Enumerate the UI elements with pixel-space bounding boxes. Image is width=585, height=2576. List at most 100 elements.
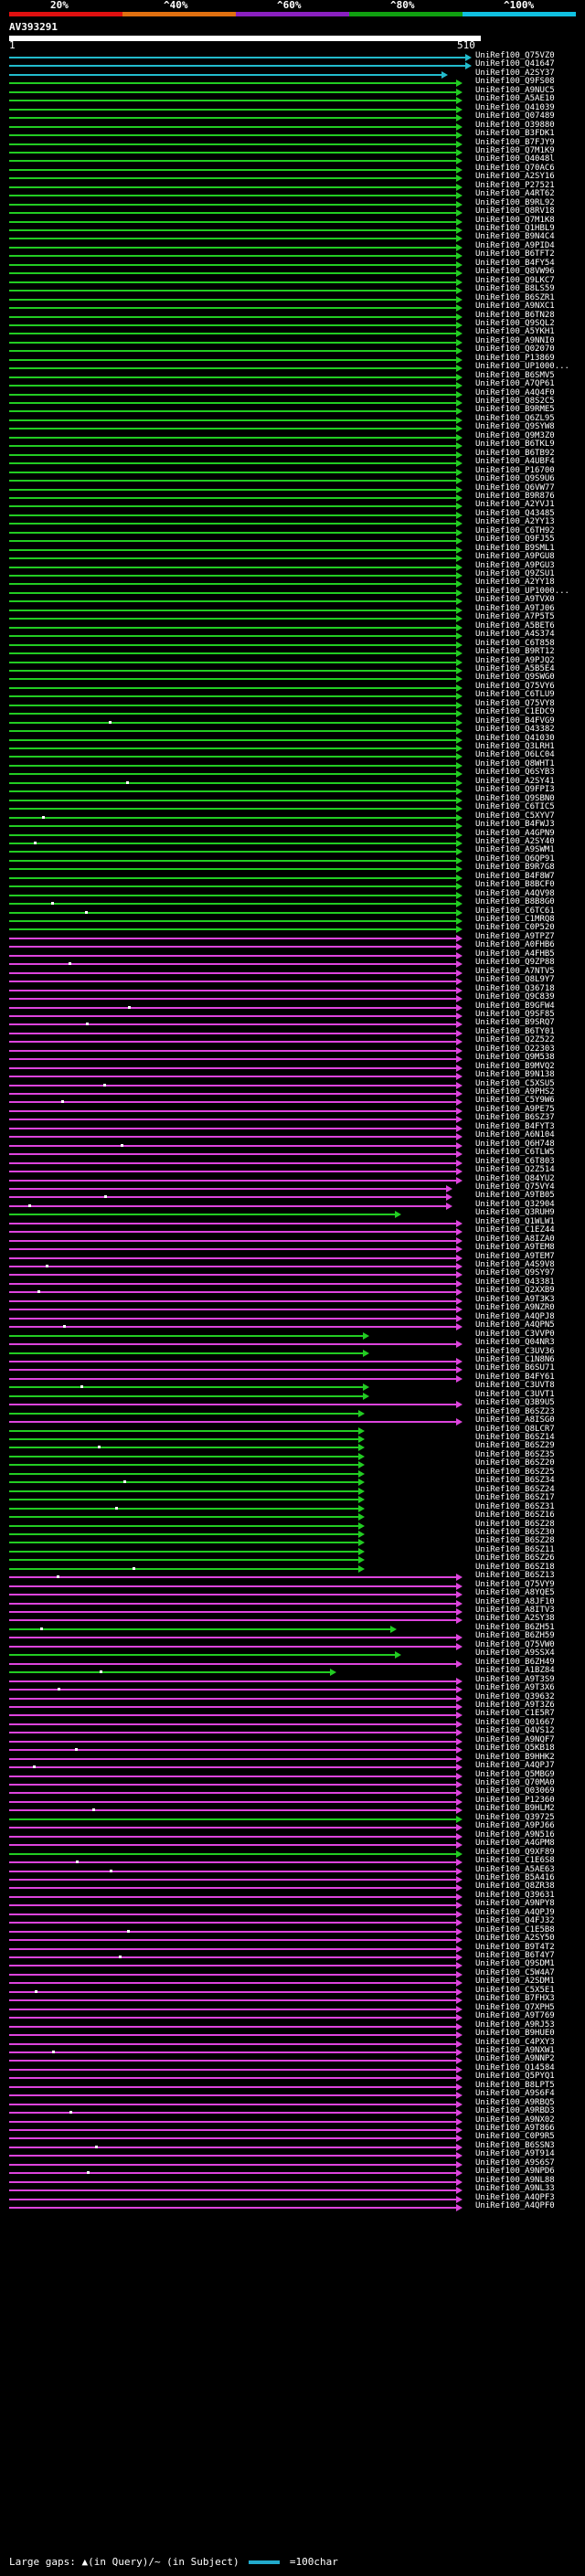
hit-alignment-bar[interactable]: [9, 808, 457, 811]
hit-alignment-bar[interactable]: [9, 1360, 457, 1362]
hit-alignment-bar[interactable]: [9, 1438, 359, 1440]
hit-alignment-bar[interactable]: [9, 618, 457, 620]
hit-alignment-bar[interactable]: [9, 540, 457, 543]
hit-name-link[interactable]: UniRef100_A4QPN5: [475, 1320, 555, 1330]
hit-alignment-bar[interactable]: [9, 358, 457, 361]
hit-alignment-bar[interactable]: [9, 1153, 457, 1156]
hit-alignment-bar[interactable]: [9, 1585, 457, 1587]
hit-name-link[interactable]: UniRef100_A9TEM7: [475, 1251, 555, 1261]
hit-name-link[interactable]: UniRef100_Q03069: [475, 1786, 555, 1797]
hit-name-link[interactable]: UniRef100_A9NL33: [475, 2184, 555, 2194]
hit-name-link[interactable]: UniRef100_A9NX02: [475, 2115, 555, 2125]
hit-alignment-bar[interactable]: [9, 1861, 457, 1864]
hit-alignment-bar[interactable]: [9, 1939, 457, 1942]
hit-name-link[interactable]: UniRef100_B8B8G0: [475, 897, 555, 907]
hit-name-link[interactable]: UniRef100_A2SY16: [475, 172, 555, 182]
hit-name-link[interactable]: UniRef100_Q04NR3: [475, 1338, 555, 1348]
hit-alignment-bar[interactable]: [9, 1499, 359, 1501]
hit-alignment-bar[interactable]: [9, 1334, 364, 1337]
hit-alignment-bar[interactable]: [9, 2112, 457, 2115]
hit-name-link[interactable]: UniRef100_A5AE10: [475, 94, 555, 104]
hit-alignment-bar[interactable]: [9, 1507, 359, 1510]
hit-alignment-bar[interactable]: [9, 73, 442, 76]
hit-name-link[interactable]: UniRef100_B7FJY9: [475, 137, 555, 147]
hit-alignment-bar[interactable]: [9, 436, 457, 439]
hit-name-link[interactable]: UniRef100_Q6H748: [475, 1139, 555, 1149]
hit-alignment-bar[interactable]: [9, 57, 466, 58]
hit-alignment-bar[interactable]: [9, 1870, 457, 1872]
hit-alignment-bar[interactable]: [9, 2034, 457, 2037]
hit-alignment-bar[interactable]: [9, 1714, 457, 1717]
hit-alignment-bar[interactable]: [9, 1282, 457, 1285]
hit-alignment-bar[interactable]: [9, 1464, 359, 1467]
hit-alignment-bar[interactable]: [9, 695, 457, 698]
hit-name-link[interactable]: UniRef100_Q75VY4: [475, 1182, 555, 1192]
hit-name-link[interactable]: UniRef100_B6SZ34: [475, 1476, 555, 1486]
hit-alignment-bar[interactable]: [9, 108, 457, 111]
hit-alignment-bar[interactable]: [9, 1887, 457, 1890]
hit-name-link[interactable]: UniRef100_A4FHB5: [475, 949, 555, 959]
hit-name-link[interactable]: UniRef100_A4Q4F0: [475, 387, 555, 398]
hit-name-link[interactable]: UniRef100_A7P5T5: [475, 612, 555, 622]
hit-alignment-bar[interactable]: [9, 65, 466, 68]
hit-name-link[interactable]: UniRef100_Q2Z514: [475, 1165, 555, 1175]
hit-alignment-bar[interactable]: [9, 2146, 457, 2148]
hit-name-link[interactable]: UniRef100_A4QPF0: [475, 2201, 555, 2211]
hit-alignment-bar[interactable]: [9, 885, 457, 888]
hit-name-link[interactable]: UniRef100_B6TB92: [475, 448, 555, 458]
hit-alignment-bar[interactable]: [9, 1999, 457, 2002]
hit-name-link[interactable]: UniRef100_C5W4A7: [475, 1967, 555, 1977]
hit-alignment-bar[interactable]: [9, 1680, 457, 1682]
hit-alignment-bar[interactable]: [9, 1187, 447, 1190]
hit-alignment-bar[interactable]: [9, 1784, 457, 1786]
hit-name-link[interactable]: UniRef100_Q9SYW8: [475, 422, 555, 432]
hit-alignment-bar[interactable]: [9, 186, 457, 188]
hit-alignment-bar[interactable]: [9, 393, 457, 396]
hit-name-link[interactable]: UniRef100_Q9FJ55: [475, 535, 555, 545]
hit-name-link[interactable]: UniRef100_B6ZH51: [475, 1622, 555, 1632]
hit-alignment-bar[interactable]: [9, 488, 457, 491]
hit-name-link[interactable]: UniRef100_Q75VZ0: [475, 51, 555, 60]
hit-alignment-bar[interactable]: [9, 1792, 457, 1795]
hit-alignment-bar[interactable]: [9, 90, 457, 93]
hit-alignment-bar[interactable]: [9, 1472, 359, 1475]
hit-alignment-bar[interactable]: [9, 2198, 457, 2200]
hit-name-link[interactable]: UniRef100_B6ZH59: [475, 1631, 555, 1641]
hit-alignment-bar[interactable]: [9, 2103, 457, 2105]
hit-alignment-bar[interactable]: [9, 1689, 457, 1691]
hit-name-link[interactable]: UniRef100_C6T858: [475, 638, 555, 648]
hit-name-link[interactable]: UniRef100_A9NZR0: [475, 1303, 555, 1313]
hit-name-link[interactable]: UniRef100_Q07489: [475, 111, 555, 122]
hit-name-link[interactable]: UniRef100_A9PGU3: [475, 560, 555, 570]
hit-alignment-bar[interactable]: [9, 1766, 457, 1769]
hit-alignment-bar[interactable]: [9, 1231, 457, 1234]
hit-name-link[interactable]: UniRef100_Q5PYQ1: [475, 2072, 555, 2082]
hit-name-link[interactable]: UniRef100_C1E5R7: [475, 1709, 555, 1719]
hit-alignment-bar[interactable]: [9, 1256, 457, 1259]
hit-name-link[interactable]: UniRef100_Q01667: [475, 1717, 555, 1727]
hit-name-link[interactable]: UniRef100_B5A416: [475, 1872, 555, 1882]
hit-name-link[interactable]: UniRef100_Q8LCR7: [475, 1424, 555, 1434]
hit-name-link[interactable]: UniRef100_Q70MA0: [475, 1778, 555, 1787]
hit-name-link[interactable]: UniRef100_Q4048l: [475, 154, 555, 164]
hit-alignment-bar[interactable]: [9, 82, 457, 85]
hit-name-link[interactable]: UniRef100_B9HUE0: [475, 2029, 555, 2039]
hit-name-link[interactable]: UniRef100_A9T3Z6: [475, 1700, 555, 1710]
hit-alignment-bar[interactable]: [9, 1627, 391, 1630]
hit-name-link[interactable]: UniRef100_A5YKH1: [475, 327, 555, 337]
hit-alignment-bar[interactable]: [9, 246, 457, 249]
hit-name-link[interactable]: UniRef100_Q3LRH1: [475, 742, 555, 751]
hit-name-link[interactable]: UniRef100_UP1000...: [475, 586, 569, 596]
hit-name-link[interactable]: UniRef100_A4S374: [475, 630, 555, 640]
hit-name-link[interactable]: UniRef100_B6SZ14: [475, 1433, 555, 1442]
hit-name-link[interactable]: UniRef100_B3FDK1: [475, 129, 555, 139]
hit-alignment-bar[interactable]: [9, 1394, 364, 1397]
hit-name-link[interactable]: UniRef100_B6SU71: [475, 1363, 555, 1373]
hit-alignment-bar[interactable]: [9, 1076, 457, 1078]
hit-name-link[interactable]: UniRef100_Q2XXB9: [475, 1286, 555, 1296]
hit-alignment-bar[interactable]: [9, 333, 457, 335]
hit-name-link[interactable]: UniRef100_C1E5B8: [475, 1924, 555, 1935]
hit-name-link[interactable]: UniRef100_A9RBD3: [475, 2106, 555, 2116]
hit-alignment-bar[interactable]: [9, 1973, 457, 1976]
hit-alignment-bar[interactable]: [9, 1429, 359, 1432]
